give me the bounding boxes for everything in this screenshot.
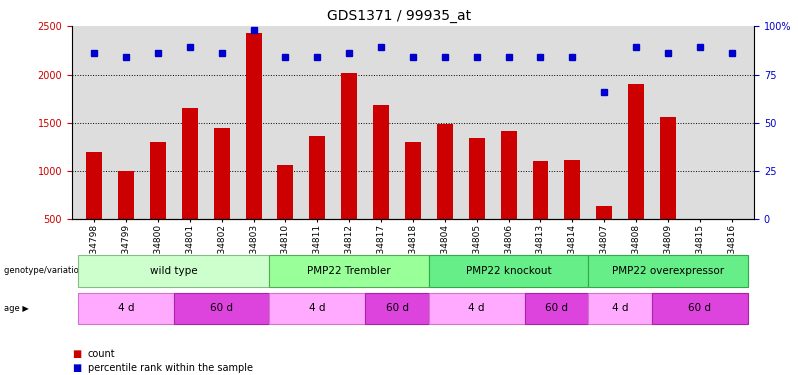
Bar — [500, 130, 516, 219]
Text: 4 d: 4 d — [118, 303, 134, 313]
Bar — [246, 33, 262, 219]
Bar — [437, 124, 452, 219]
Text: GDS1371 / 99935_at: GDS1371 / 99935_at — [327, 9, 471, 23]
Text: count: count — [88, 350, 116, 359]
Text: PMP22 overexpressor: PMP22 overexpressor — [612, 266, 724, 276]
Bar — [86, 152, 102, 219]
Bar — [278, 165, 294, 219]
Text: 60 d: 60 d — [385, 303, 409, 313]
Bar — [182, 108, 198, 219]
Bar — [342, 73, 358, 219]
Text: 60 d: 60 d — [689, 303, 711, 313]
Text: PMP22 knockout: PMP22 knockout — [466, 266, 551, 276]
Bar — [310, 136, 326, 219]
Bar — [564, 159, 580, 219]
Text: ■: ■ — [72, 363, 81, 373]
Bar — [373, 105, 389, 219]
Bar — [214, 128, 230, 219]
Bar — [405, 142, 421, 219]
Bar — [150, 142, 166, 219]
Text: 4 d: 4 d — [309, 303, 326, 313]
Text: wild type: wild type — [150, 266, 198, 276]
Text: 60 d: 60 d — [545, 303, 568, 313]
Text: ■: ■ — [72, 350, 81, 359]
Bar — [468, 138, 484, 219]
Text: percentile rank within the sample: percentile rank within the sample — [88, 363, 253, 373]
Bar — [596, 206, 612, 219]
Bar — [532, 161, 548, 219]
Text: 4 d: 4 d — [612, 303, 629, 313]
Bar — [118, 171, 134, 219]
Text: genotype/variation ▶: genotype/variation ▶ — [4, 266, 93, 275]
Bar — [628, 84, 644, 219]
Text: age ▶: age ▶ — [4, 304, 29, 313]
Text: 4 d: 4 d — [468, 303, 485, 313]
Bar — [660, 117, 676, 219]
Text: 60 d: 60 d — [210, 303, 233, 313]
Text: PMP22 Trembler: PMP22 Trembler — [307, 266, 391, 276]
